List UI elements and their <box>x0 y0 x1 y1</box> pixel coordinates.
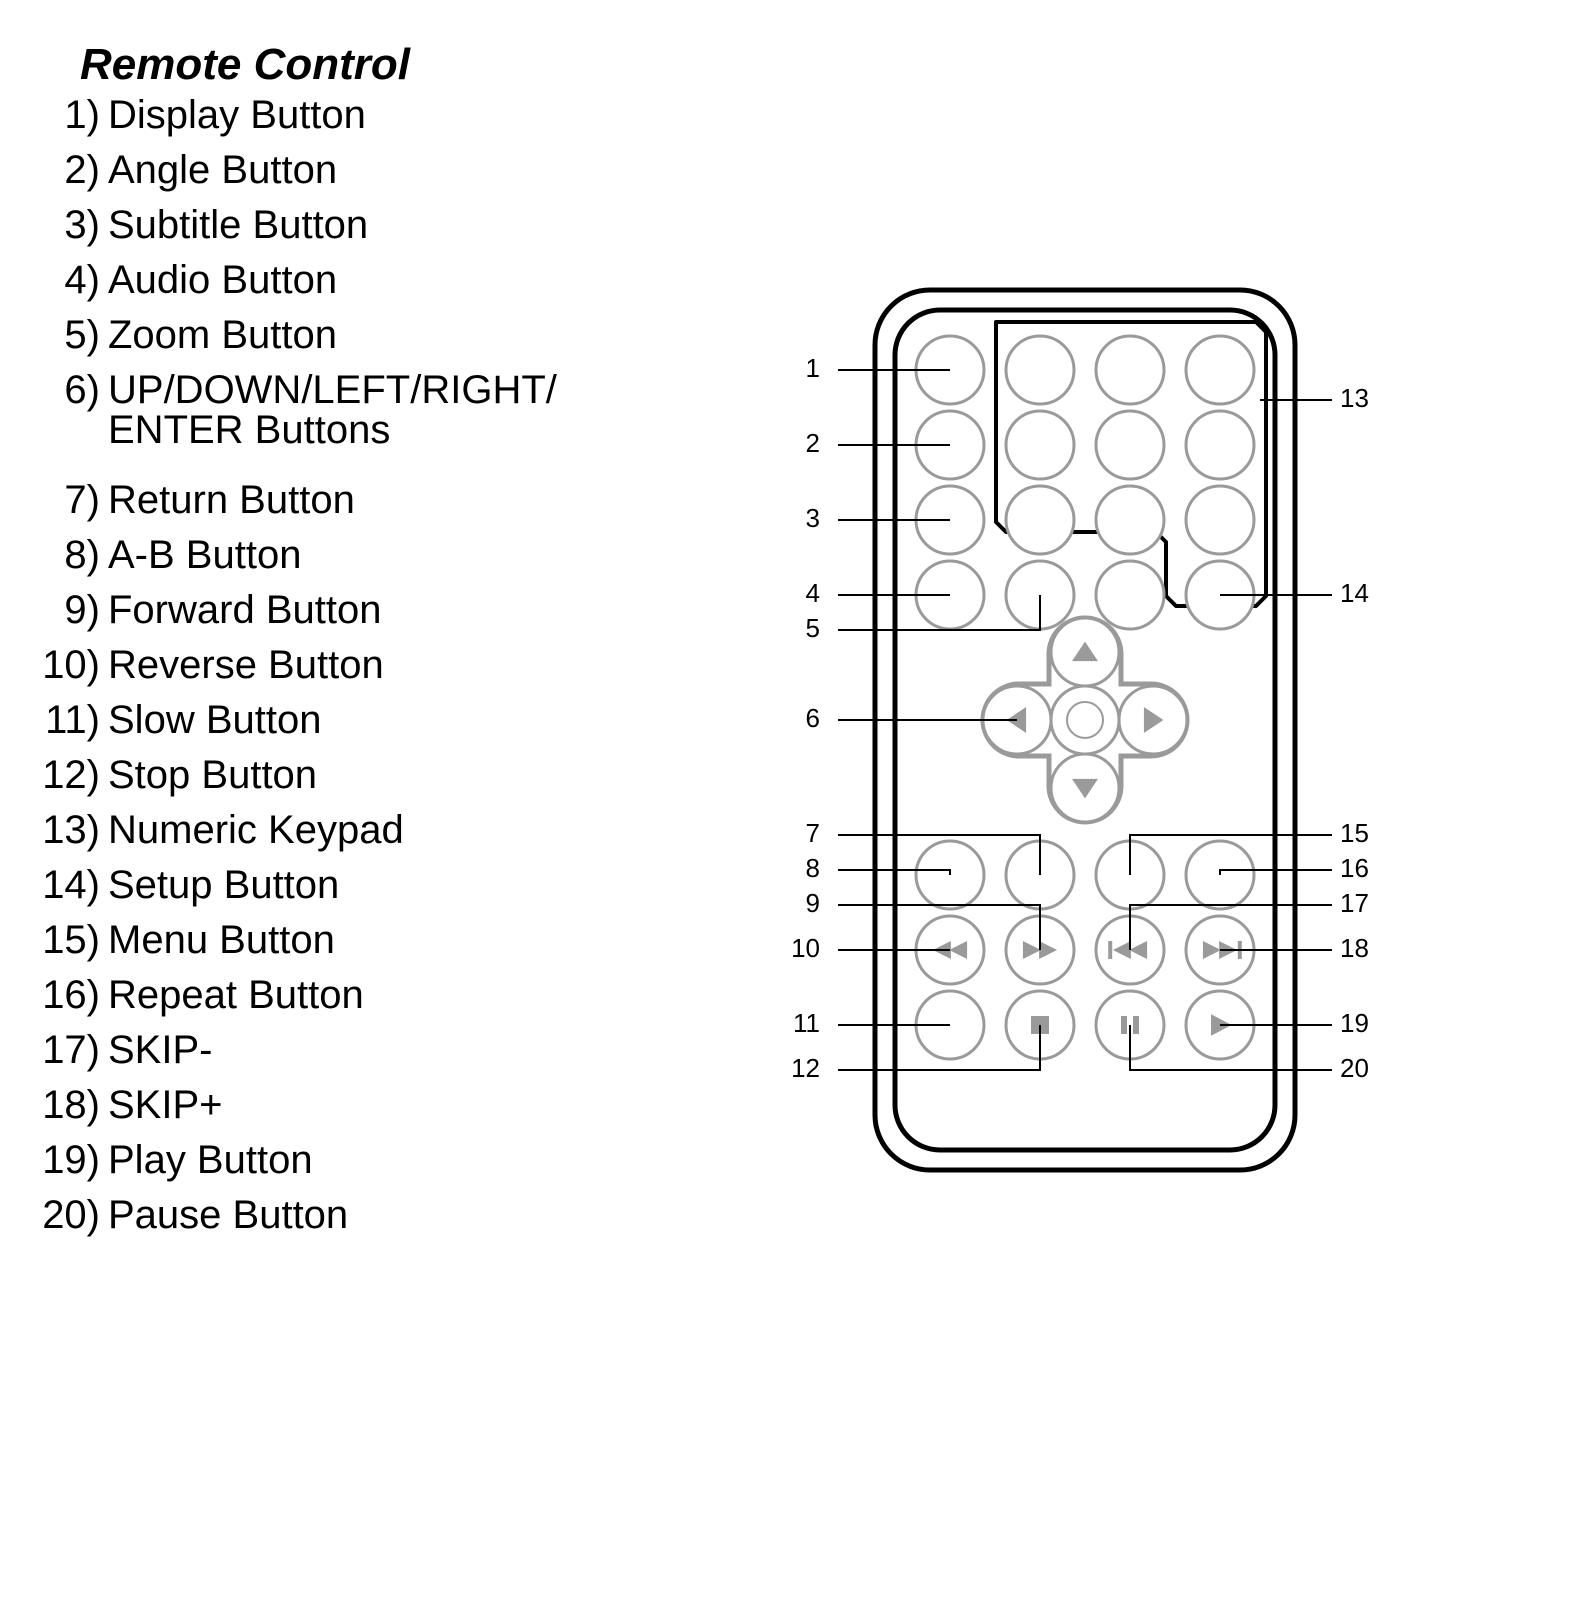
legend-item-label: Pause Button <box>108 1195 348 1235</box>
legend-item: 16)Repeat Button <box>30 975 557 1030</box>
legend-item-number: 9) <box>30 590 108 630</box>
top-button-r2-c1 <box>1006 486 1074 554</box>
callout-number-12: 12 <box>791 1053 820 1083</box>
top-button-r1-c3 <box>1186 411 1254 479</box>
callout-number-1: 1 <box>806 353 820 383</box>
legend-item-label: Repeat Button <box>108 975 364 1015</box>
legend-item: 14)Setup Button <box>30 865 557 920</box>
page-title: Remote Control <box>80 40 410 90</box>
legend-item-number: 16) <box>30 975 108 1015</box>
remote-diagram: 1234567891011121314151617181920 <box>700 270 1480 1190</box>
legend-item: 11)Slow Button <box>30 700 557 755</box>
callout-number-19: 19 <box>1340 1008 1369 1038</box>
legend-item: 13)Numeric Keypad <box>30 810 557 865</box>
legend-item-label: Audio Button <box>108 260 337 300</box>
callout-number-20: 20 <box>1340 1053 1369 1083</box>
callout-number-11: 11 <box>793 1008 820 1038</box>
legend-item: 19)Play Button <box>30 1140 557 1195</box>
legend-item: 4)Audio Button <box>30 260 557 315</box>
dpad-enter <box>1051 686 1119 754</box>
legend-item-number: 8) <box>30 535 108 575</box>
legend-item: 8) A-B Button <box>30 535 557 590</box>
callout-number-9: 9 <box>806 888 820 918</box>
legend-item: 5)Zoom Button <box>30 315 557 370</box>
legend-item-label: A-B Button <box>108 535 301 575</box>
legend-item: 6)UP/DOWN/LEFT/RIGHT/ ENTER Buttons <box>30 370 557 480</box>
legend-item-label: Forward Button <box>108 590 381 630</box>
legend-item: 2)Angle Button <box>30 150 557 205</box>
legend-item-number: 11) <box>30 700 108 740</box>
callout-number-3: 3 <box>806 503 820 533</box>
legend-item-label: SKIP- <box>108 1030 212 1070</box>
legend-item: 12)Stop Button <box>30 755 557 810</box>
legend-item-number: 19) <box>30 1140 108 1180</box>
top-button-r0-c1 <box>1006 336 1074 404</box>
legend-item-number: 4) <box>30 260 108 300</box>
callout-number-4: 4 <box>806 578 820 608</box>
pause-icon <box>1133 1016 1139 1034</box>
legend-item-number: 17) <box>30 1030 108 1070</box>
top-button-r2-c2 <box>1096 486 1164 554</box>
top-button-r1-c2 <box>1096 411 1164 479</box>
top-button-r3-c2 <box>1096 561 1164 629</box>
legend-item: 17)SKIP- <box>30 1030 557 1085</box>
legend-item-number: 18) <box>30 1085 108 1125</box>
callout-number-5: 5 <box>806 613 820 643</box>
legend-item-label: Reverse Button <box>108 645 384 685</box>
callout-number-18: 18 <box>1340 933 1369 963</box>
legend-item-label: Return Button <box>108 480 355 520</box>
legend-item: 9)Forward Button <box>30 590 557 645</box>
legend-item-number: 6) <box>30 370 108 410</box>
legend-item: 18)SKIP+ <box>30 1085 557 1140</box>
legend-item-label: Setup Button <box>108 865 339 905</box>
legend-item: 1)Display Button <box>30 95 557 150</box>
callout-number-2: 2 <box>806 428 820 458</box>
legend-item-label: Display Button <box>108 95 366 135</box>
legend-item-number: 12) <box>30 755 108 795</box>
callout-number-14: 14 <box>1340 578 1369 608</box>
legend-list: 1)Display Button2)Angle Button3)Subtitle… <box>30 95 557 1250</box>
legend-item-number: 20) <box>30 1195 108 1235</box>
legend-item-number: 7) <box>30 480 108 520</box>
legend-item: 20)Pause Button <box>30 1195 557 1250</box>
legend-item: 7)Return Button <box>30 480 557 535</box>
callout-number-8: 8 <box>806 853 820 883</box>
legend-item: 15)Menu Button <box>30 920 557 975</box>
legend-item-number: 3) <box>30 205 108 245</box>
top-button-r0-c3 <box>1186 336 1254 404</box>
legend-item-label: SKIP+ <box>108 1085 223 1125</box>
callout-number-16: 16 <box>1340 853 1369 883</box>
legend-item-number: 13) <box>30 810 108 850</box>
legend-item-label: Numeric Keypad <box>108 810 404 850</box>
legend-item-label: UP/DOWN/LEFT/RIGHT/ ENTER Buttons <box>108 370 557 450</box>
callout-number-6: 6 <box>806 703 820 733</box>
legend-item: 10)Reverse Button <box>30 645 557 700</box>
top-button-r0-c2 <box>1096 336 1164 404</box>
legend-item-label: Slow Button <box>108 700 321 740</box>
legend-item-number: 1) <box>30 95 108 135</box>
legend-item-label: Angle Button <box>108 150 337 190</box>
legend-item-label: Play Button <box>108 1140 313 1180</box>
pause-icon <box>1121 1016 1127 1034</box>
callout-number-17: 17 <box>1340 888 1369 918</box>
page: Remote Control 1)Display Button2)Angle B… <box>0 0 1583 1600</box>
callout-number-10: 10 <box>791 933 820 963</box>
top-button-r2-c3 <box>1186 486 1254 554</box>
legend-item-number: 5) <box>30 315 108 355</box>
callout-number-13: 13 <box>1340 383 1369 413</box>
legend-item-number: 14) <box>30 865 108 905</box>
legend-item: 3)Subtitle Button <box>30 205 557 260</box>
legend-item-label: Menu Button <box>108 920 335 960</box>
legend-item-label: Zoom Button <box>108 315 337 355</box>
callout-number-7: 7 <box>806 818 820 848</box>
legend-item-label: Subtitle Button <box>108 205 368 245</box>
legend-item-number: 15) <box>30 920 108 960</box>
top-button-r1-c1 <box>1006 411 1074 479</box>
legend-item-label: Stop Button <box>108 755 317 795</box>
legend-item-number: 10) <box>30 645 108 685</box>
callout-number-15: 15 <box>1340 818 1369 848</box>
legend-item-number: 2) <box>30 150 108 190</box>
